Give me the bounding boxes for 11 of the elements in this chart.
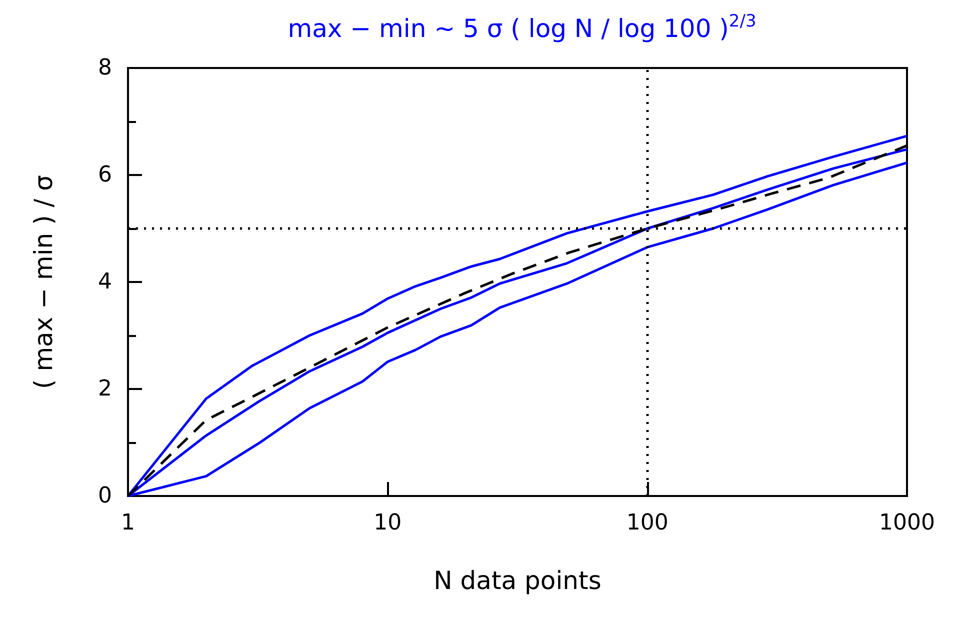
x-tick-label: 1 [121, 510, 135, 536]
y-tick-label: 4 [98, 270, 112, 294]
y-tick-label: 2 [98, 376, 112, 402]
x-axis-title: N data points [434, 566, 602, 595]
x-tick-label: 100 [626, 510, 668, 536]
y-axis-title: ( max − min ) / σ [29, 174, 58, 390]
y-tick-label: 6 [98, 162, 112, 188]
y-tick-label: 8 [98, 56, 112, 80]
x-tick-label: 1000 [879, 510, 935, 536]
x-tick-label: 10 [374, 510, 402, 536]
y-tick-label: 0 [98, 484, 112, 508]
